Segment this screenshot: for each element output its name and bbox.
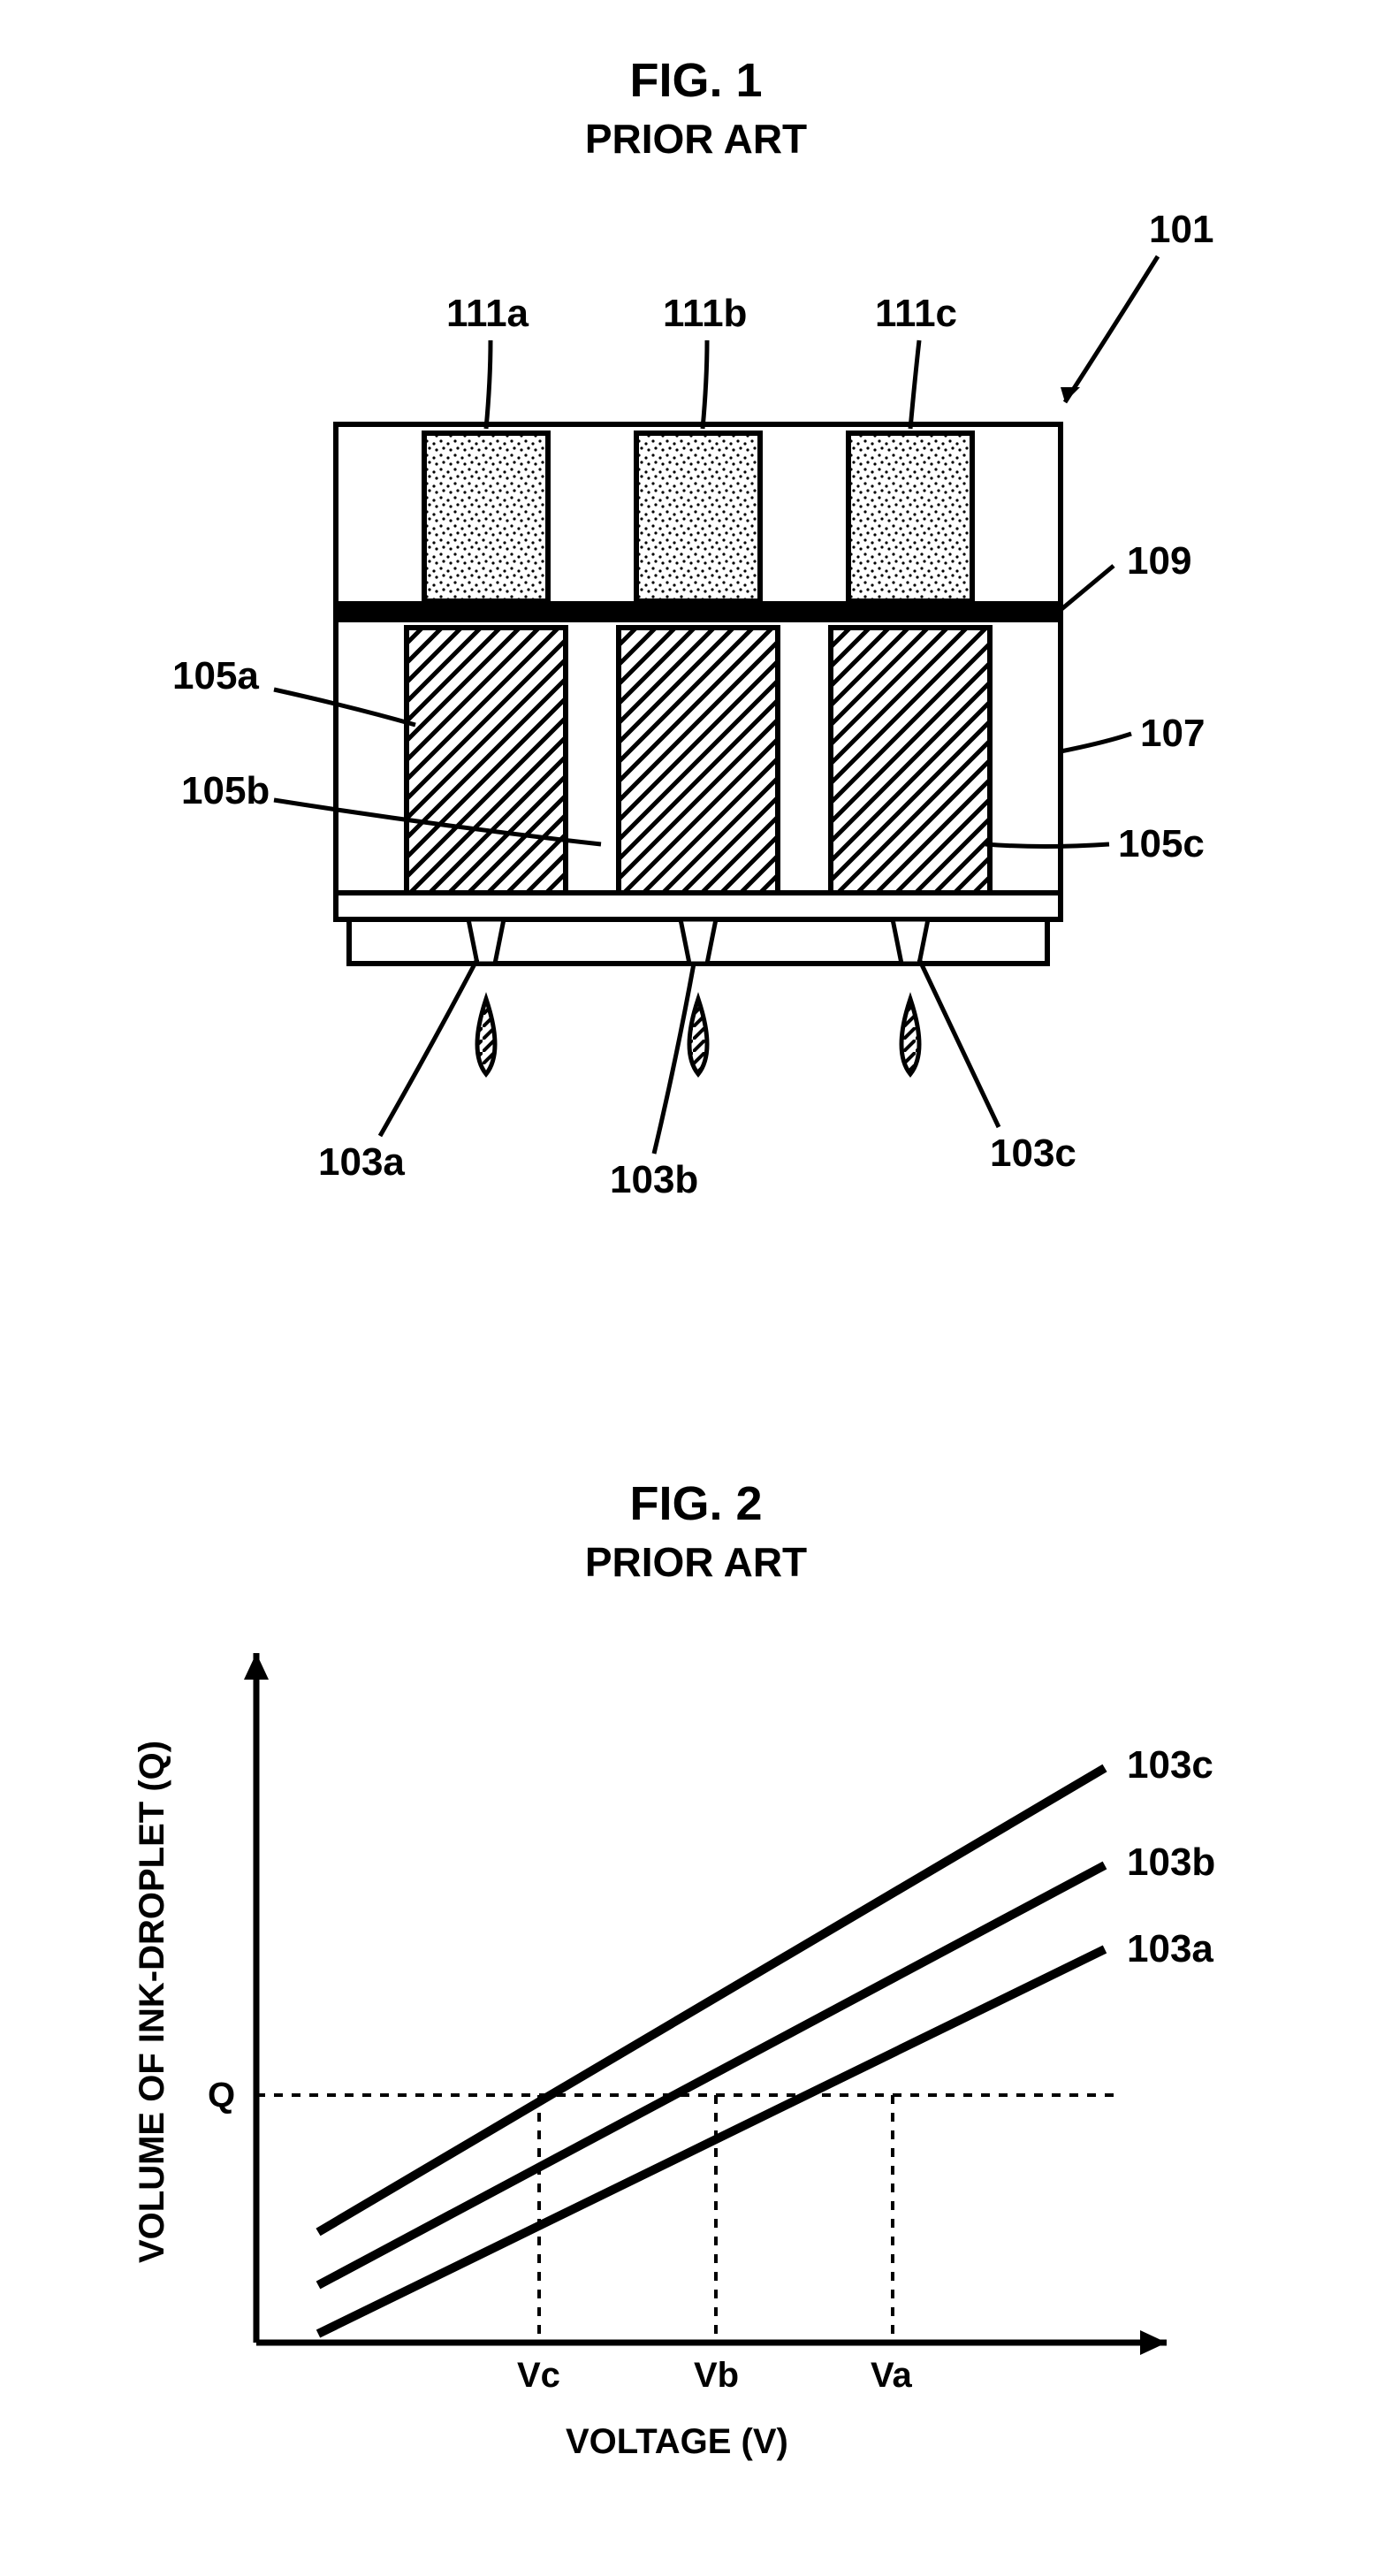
fig2-series-103a: 103a: [1127, 1927, 1213, 1971]
fig2-xtick-vb: Vb: [694, 2356, 739, 2396]
fig2-q-tick: Q: [208, 2076, 235, 2115]
fig2-series-103c: 103c: [1127, 1743, 1213, 1787]
fig2-svg: [0, 0, 1392, 2576]
fig2-series-103b: 103b: [1127, 1841, 1215, 1885]
fig2-xtick-vc: Vc: [517, 2356, 560, 2396]
fig2-xlabel: VOLTAGE (V): [566, 2422, 788, 2462]
fig2-xtick-va: Va: [871, 2356, 912, 2396]
fig2-ylabel: VOLUME OF INK-DROPLET (Q): [133, 1741, 172, 2263]
